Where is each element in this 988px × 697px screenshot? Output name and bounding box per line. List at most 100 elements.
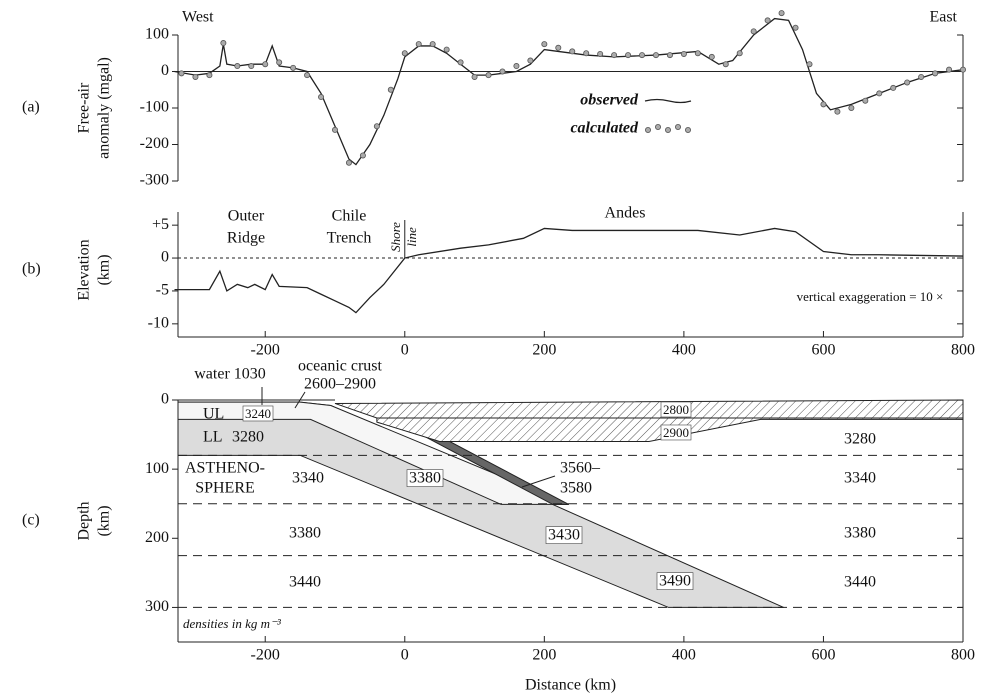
section-label: 3440 [844, 574, 876, 591]
label-box [242, 405, 274, 422]
section-label: SPHERE [195, 480, 255, 497]
calculated-point [345, 159, 352, 166]
section-label: 3380 [844, 525, 876, 542]
x-tick-label: 800 [951, 342, 975, 359]
calculated-point [680, 50, 687, 57]
section-label: 3440 [289, 574, 321, 591]
calculated-point [820, 101, 827, 108]
y-tick-label: 0 [161, 391, 169, 408]
y-tick-label: 0 [161, 249, 169, 266]
calculated-point [792, 24, 799, 31]
section-label: 3380 [289, 525, 321, 542]
calculated-point [234, 63, 241, 70]
section-label: ASTHENO- [185, 460, 265, 477]
x-tick-label: 600 [811, 647, 835, 664]
calculated-point [206, 72, 213, 79]
y-tick-label: 200 [145, 529, 169, 546]
legend-dot [665, 127, 672, 134]
label-box [545, 526, 583, 544]
section-label: 3560– [560, 460, 601, 477]
calculated-point [611, 52, 618, 59]
x-tick-label: -200 [251, 342, 280, 359]
legend-line [644, 98, 692, 104]
x-tick-label: 0 [401, 342, 409, 359]
y-tick-label: 100 [145, 26, 169, 43]
shore-line-label: Shore line [388, 222, 419, 252]
x-tick-label: 600 [811, 342, 835, 359]
calculated-point [848, 105, 855, 112]
section-label: LL [203, 429, 223, 446]
y-axis-title: Elevation (km) [76, 239, 113, 300]
calculated-point [834, 108, 841, 115]
calculated-point [276, 59, 283, 66]
calculated-point [750, 28, 757, 35]
y-axis-title-line: anomaly (mgal) [96, 57, 113, 159]
section-label: 2800 [663, 402, 689, 417]
calculated-point [778, 10, 785, 17]
y-axis-title-line: (km) [96, 505, 113, 536]
calculated-point [415, 41, 422, 48]
y-tick-label: +5 [152, 216, 169, 233]
section-label: 3340 [844, 470, 876, 487]
section-label: 2900 [663, 425, 689, 440]
calculated-point [304, 72, 311, 79]
calculated-point [262, 61, 269, 68]
y-axis-title-line: (km) [96, 254, 113, 285]
y-tick-label: 300 [145, 598, 169, 615]
legend-label: observed [580, 92, 639, 109]
calculated-point [764, 17, 771, 24]
calculated-point [708, 53, 715, 60]
y-tick-label: -200 [140, 135, 169, 152]
observed-line [174, 17, 964, 166]
calculated-point [387, 86, 394, 93]
calculated-point [248, 63, 255, 70]
calculated-point [625, 52, 632, 59]
label-box [656, 572, 694, 590]
x-tick-label: 0 [401, 647, 409, 664]
section-label: 3340 [292, 470, 324, 487]
legend-dot [675, 124, 682, 131]
label-box [406, 469, 444, 487]
y-tick-label: 100 [145, 460, 169, 477]
section-label: oceanic crust [298, 358, 383, 375]
y-axis-title: Free-air anomaly (mgal) [76, 57, 113, 159]
section-label: UL [203, 406, 224, 423]
crust-arrow [294, 391, 306, 409]
region-label: Outer [228, 208, 265, 225]
calculated-point [192, 73, 199, 80]
calculated-point [471, 73, 478, 80]
east-label: East [929, 9, 957, 26]
y-tick-label: -100 [140, 99, 169, 116]
section-label: densities in kg m⁻³ [183, 616, 282, 631]
calculated-point [331, 126, 338, 133]
elevation-line [174, 227, 964, 314]
calculated-point [290, 64, 297, 71]
section-body [177, 401, 569, 505]
calculated-point [946, 66, 953, 73]
region-label: Trench [327, 230, 372, 247]
calculated-point [639, 52, 646, 59]
exaggeration-note: vertical exaggeration = 10 × [797, 289, 944, 304]
calculated-point [904, 79, 911, 86]
calculated-point [373, 123, 380, 130]
y-tick-label: -300 [140, 172, 169, 189]
calculated-point [178, 70, 185, 77]
calculated-point [513, 63, 520, 70]
calculated-point [932, 70, 939, 77]
calculated-point [429, 41, 436, 48]
panel-label: (c) [22, 512, 40, 529]
calculated-point [806, 61, 813, 68]
calculated-point [862, 97, 869, 104]
section-label: 3280 [844, 431, 876, 448]
x-tick-label: 200 [532, 342, 556, 359]
legend-dot [685, 127, 692, 134]
calculated-point [722, 61, 729, 68]
section-body [334, 399, 964, 419]
calculated-point [527, 57, 534, 64]
calculated-point [569, 48, 576, 55]
calculated-point [736, 50, 743, 57]
x-tick-label: 800 [951, 647, 975, 664]
west-label: West [182, 9, 214, 26]
label-box [660, 401, 692, 418]
panel-label: (a) [22, 99, 40, 116]
